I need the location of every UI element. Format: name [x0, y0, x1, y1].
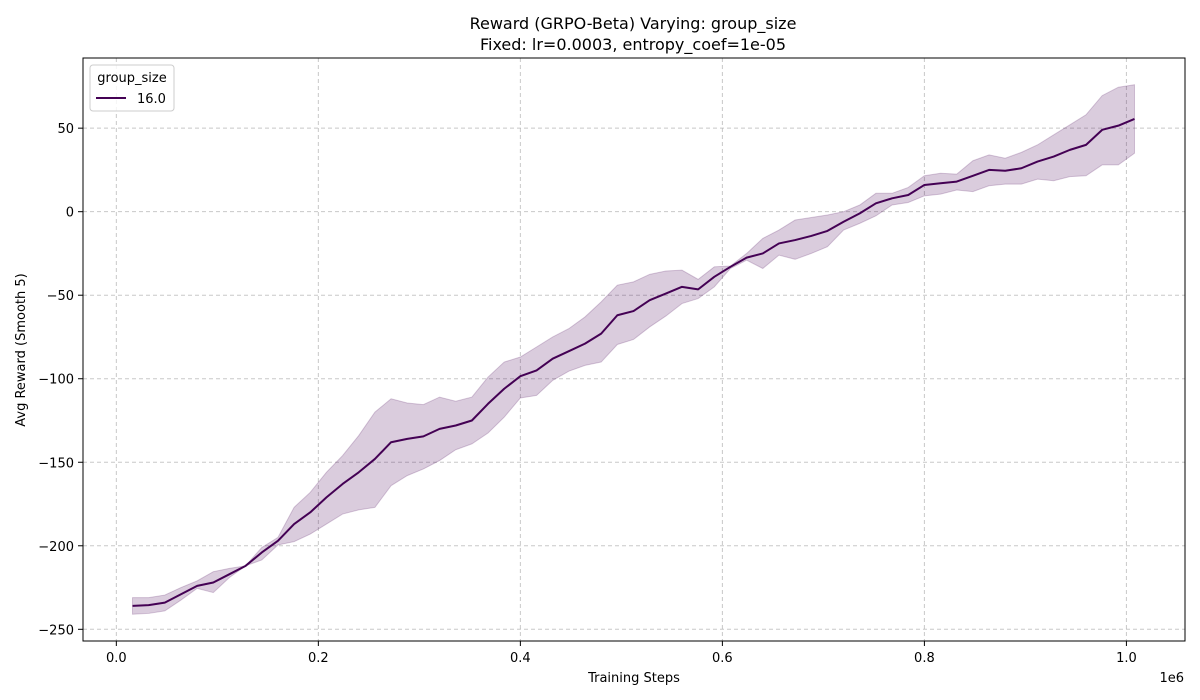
x-tick-label: 0.0	[106, 651, 127, 666]
chart-subtitle: Fixed: lr=0.0003, entropy_coef=1e-05	[480, 35, 786, 55]
series-line-layer	[132, 118, 1135, 607]
plot-frame	[82, 57, 1186, 642]
x-tick-label: 0.2	[308, 651, 329, 666]
series-line	[132, 118, 1135, 607]
chart-title: Reward (GRPO-Beta) Varying: group_size	[470, 14, 797, 34]
x-axis-offset-label: 1e6	[1159, 671, 1184, 686]
x-tick-label: 0.4	[510, 651, 531, 666]
x-tick-label: 0.6	[712, 651, 733, 666]
y-axis-label: Avg Reward (Smooth 5)	[14, 273, 29, 426]
legend-box	[89, 64, 175, 112]
y-tick-label: −250	[38, 623, 74, 638]
x-tick-label: 1.0	[1116, 651, 1137, 666]
y-tick-label: 0	[66, 206, 74, 221]
legend-item-label: 16.0	[137, 92, 166, 107]
y-axis-ticks: −250 −200 −150 −100 −50 0 50	[38, 122, 83, 638]
confidence-band	[131, 84, 1135, 615]
x-tick-label: 0.8	[914, 651, 935, 666]
confidence-band-layer	[131, 84, 1135, 615]
y-tick-label: −150	[38, 456, 74, 471]
legend: group_size 16.0	[89, 64, 175, 112]
y-tick-label: −100	[38, 373, 74, 388]
y-tick-label: 50	[57, 122, 74, 137]
legend-title: group_size	[97, 71, 166, 86]
grid	[83, 58, 1185, 641]
y-tick-label: −200	[38, 540, 74, 555]
x-axis-label: Training Steps	[587, 671, 680, 686]
y-tick-label: −50	[47, 289, 74, 304]
x-axis-ticks: 0.0 0.2 0.4 0.6 0.8 1.0	[106, 641, 1137, 666]
